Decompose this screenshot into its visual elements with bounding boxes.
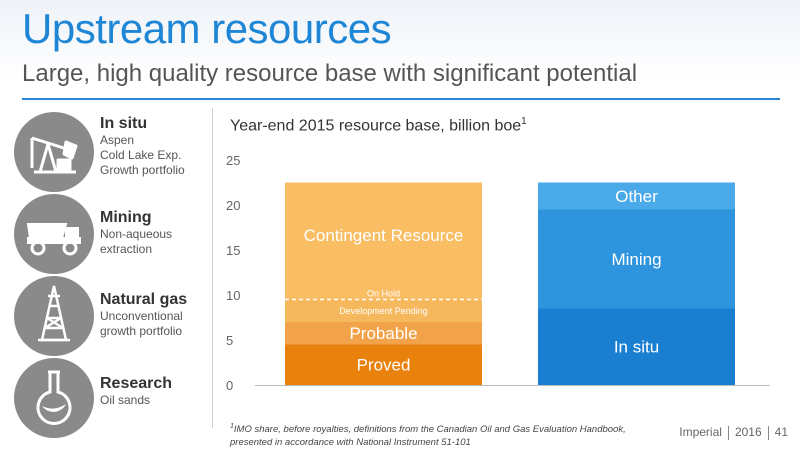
bar-segment-probable: [285, 322, 482, 345]
footer-year: 2016: [734, 425, 762, 439]
sidebar-heading: In situ: [100, 115, 148, 132]
sidebar-heading: Research: [100, 375, 173, 392]
y-tick-label: 0: [226, 378, 233, 393]
chart-title: Year-end 2015 resource base, billion boe…: [230, 116, 527, 135]
footer-page: 41: [774, 425, 788, 439]
page-subtitle: Large, high quality resource base with s…: [22, 60, 638, 87]
y-tick-label: 10: [226, 288, 240, 303]
bar-segment-proved: [285, 344, 482, 385]
sidebar-line: Cold Lake Exp.: [100, 148, 182, 162]
bar-label-on-hold: On Hold: [367, 289, 400, 299]
y-tick-label: 20: [226, 198, 240, 213]
bar-segment-development-pending: [285, 299, 482, 322]
oil-pump-icon: [14, 112, 94, 192]
bar-segment-mining: [538, 209, 735, 309]
sidebar-item-mining: Mining Non-aqueous extraction: [14, 194, 214, 274]
footnote-marker: 1: [230, 423, 234, 430]
bar-label-development-pending: Development Pending: [339, 306, 428, 316]
sidebar-line: Growth portfolio: [100, 163, 185, 177]
sidebar-line: Oil sands: [100, 393, 151, 407]
sidebar-item-natural-gas: Natural gas Unconventional growth portfo…: [14, 276, 214, 356]
bar-segment-contingent-resource: [285, 182, 482, 300]
page-title: Upstream resources: [22, 5, 392, 52]
sidebar-line: Unconventional: [100, 309, 183, 323]
bar-label-mining: Mining: [611, 250, 661, 269]
footer-company: Imperial: [679, 425, 722, 439]
header-divider: [22, 98, 780, 100]
sidebar-line: extraction: [100, 242, 153, 256]
sidebar-line: growth portfolio: [100, 324, 183, 338]
sidebar-heading: Mining: [100, 209, 152, 226]
y-tick-label: 5: [226, 333, 233, 348]
y-tick-label: 25: [226, 153, 240, 168]
bar-segment-other: [538, 182, 735, 210]
footnote-text: IMO share, before royalties, definitions…: [230, 424, 626, 449]
footnote: 1IMO share, before royalties, definition…: [230, 420, 660, 449]
sidebar-item-research: Research Oil sands: [14, 358, 214, 438]
bar-label-in-situ: In situ: [614, 338, 659, 357]
flask-icon: [14, 358, 94, 438]
bar-segment-in-situ: [538, 308, 735, 385]
footer: Imperial 2016 41: [679, 425, 788, 440]
bar-label-probable: Probable: [349, 324, 417, 343]
vertical-divider: [212, 108, 213, 428]
sidebar-line: Aspen: [100, 133, 135, 147]
bar-label-other: Other: [615, 187, 658, 206]
sidebar-item-in-situ: In situ Aspen Cold Lake Exp. Growth port…: [14, 112, 214, 192]
sidebar-line: Non-aqueous: [100, 227, 173, 241]
y-tick-label: 15: [226, 243, 240, 258]
drilling-rig-icon: [14, 276, 94, 356]
sidebar-heading: Natural gas: [100, 291, 188, 308]
bar-label-proved: Proved: [357, 356, 411, 375]
chart-title-footnote-marker: 1: [521, 116, 527, 127]
bar-label-contingent-resource: Contingent Resource: [304, 226, 464, 245]
mining-truck-icon: [14, 194, 94, 274]
